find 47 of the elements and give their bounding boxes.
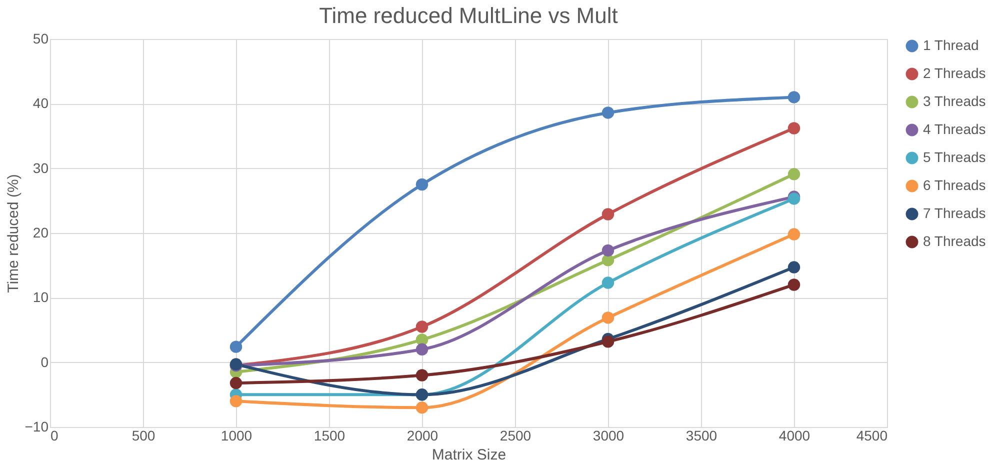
legend-label: 1 Thread xyxy=(923,37,979,53)
legend-label: 2 Threads xyxy=(923,65,986,81)
point xyxy=(602,208,614,220)
point xyxy=(788,278,800,291)
legend-label: 3 Threads xyxy=(923,93,986,109)
x-tick-label: 3500 xyxy=(686,428,718,444)
point xyxy=(230,340,242,353)
point xyxy=(788,261,800,274)
point xyxy=(230,395,242,408)
point xyxy=(416,320,428,333)
y-tick-label: 10 xyxy=(32,289,49,306)
point xyxy=(416,178,428,191)
legend-label: 7 Threads xyxy=(923,205,986,221)
y-tick-label: 40 xyxy=(32,95,49,112)
y-tick-label: −10 xyxy=(24,418,49,434)
x-tick-label: 1000 xyxy=(220,428,252,444)
y-tick-label: 20 xyxy=(32,224,49,240)
point xyxy=(788,168,800,180)
x-tick-label: 4000 xyxy=(778,428,810,444)
point xyxy=(602,244,614,257)
x-axis-title: Matrix Size xyxy=(432,446,506,464)
legend-label: 8 Threads xyxy=(923,233,986,249)
x-tick-label: 2000 xyxy=(406,428,438,444)
point xyxy=(602,276,614,289)
point xyxy=(788,91,800,104)
chart-title: Time reduced MultLine vs Mult xyxy=(319,3,618,28)
point xyxy=(602,336,614,348)
legend-label: 6 Threads xyxy=(923,177,986,193)
x-tick-label: 2500 xyxy=(500,428,532,444)
point xyxy=(416,369,428,382)
point xyxy=(230,376,242,390)
x-tick-label: 1500 xyxy=(314,428,346,444)
point xyxy=(602,312,614,324)
y-tick-label: 30 xyxy=(32,160,49,176)
y-axis-title: Time reduced (%) xyxy=(4,174,22,293)
point xyxy=(788,228,800,240)
point xyxy=(602,106,614,119)
point xyxy=(416,401,428,414)
legend-label: 4 Threads xyxy=(923,121,986,137)
point xyxy=(788,122,800,134)
point xyxy=(416,343,428,356)
x-tick-label: 4500 xyxy=(856,428,888,444)
x-tick-label: 500 xyxy=(132,428,156,444)
y-tick-label: 0 xyxy=(40,354,49,370)
legend-label: 5 Threads xyxy=(923,149,986,165)
x-tick-label: 3000 xyxy=(592,428,624,444)
y-tick-label: 50 xyxy=(32,30,49,46)
